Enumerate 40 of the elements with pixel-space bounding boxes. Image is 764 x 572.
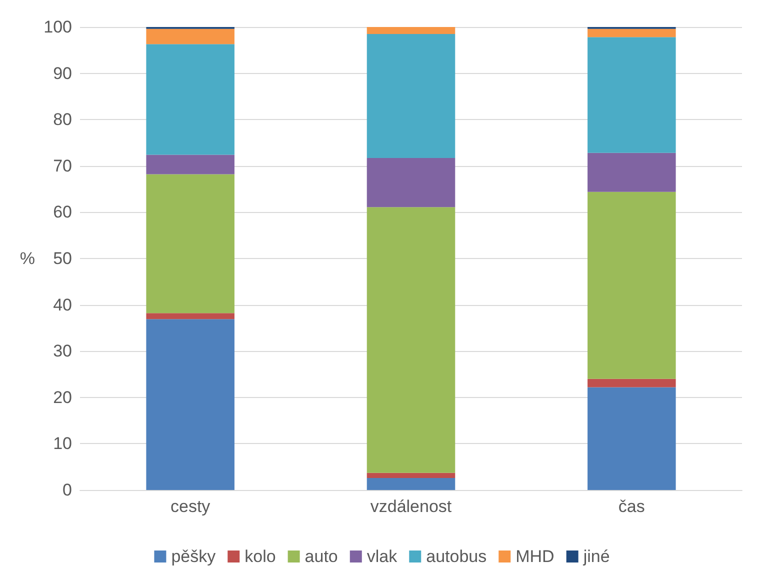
y-tick-label: 100 [44,18,72,36]
y-axis-title: % [20,249,35,268]
bar [366,158,456,208]
bar [146,319,234,490]
y-tick-label: 10 [53,434,72,454]
bar [146,154,234,174]
bar [588,37,676,153]
y-tick-label: 30 [53,342,72,361]
legend-label: auto [304,547,338,566]
bar [366,27,456,34]
x-tick-label: cesty [170,497,211,516]
y-tick-label: 90 [53,64,72,83]
bar [146,28,234,44]
legend-label: jiné [582,547,610,566]
y-tick-label: 70 [53,156,72,176]
y-tick-label: 0 [62,480,72,500]
legend-label: autobus [426,547,487,566]
bar [146,313,234,320]
y-tick-label: 50 [53,249,72,268]
legend-label: vlak [366,547,398,566]
legend-label: pěšky [171,547,216,566]
bar [588,192,676,379]
bar [146,44,234,155]
y-tick-label: 80 [53,110,72,130]
y-tick-label: 40 [53,295,72,314]
y-tick-label: 20 [53,388,72,407]
bar [146,174,234,314]
x-tick-label: vzdálenost [370,497,452,516]
bar [366,34,456,158]
bar [366,478,456,490]
bar [588,152,676,192]
bar [588,378,676,388]
y-tick-label: 60 [53,202,72,222]
bar [588,28,676,38]
bar [366,472,456,478]
bar [366,207,456,473]
legend-label: MHD [516,547,554,566]
x-tick-label: čas [618,497,645,516]
legend-label: kolo [244,547,276,566]
bar [588,387,676,490]
